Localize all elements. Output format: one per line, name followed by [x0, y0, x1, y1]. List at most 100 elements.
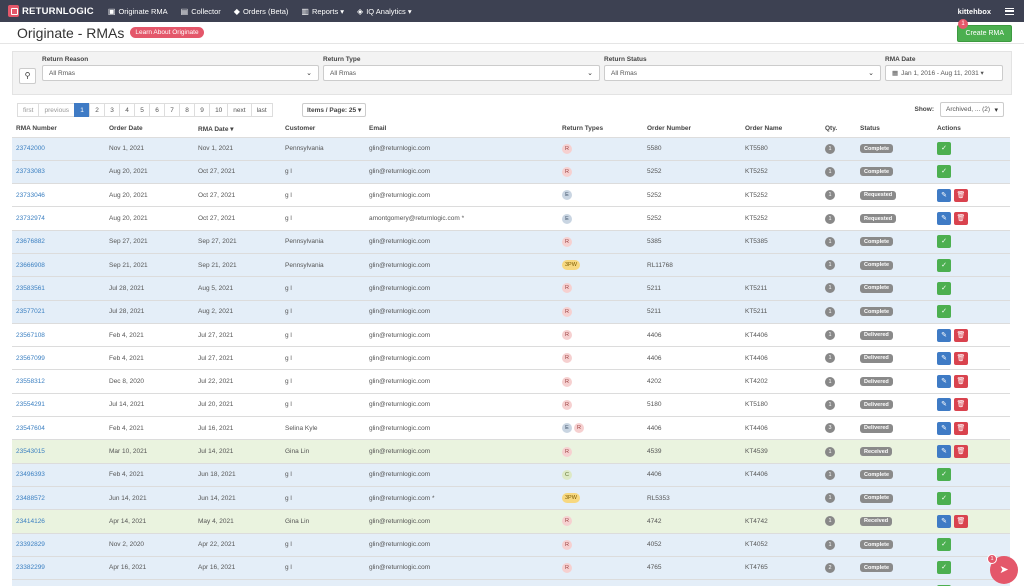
rma-number-link[interactable]: 23583561 [16, 284, 45, 292]
rma-number-link[interactable]: 23577021 [16, 308, 45, 316]
page-7[interactable]: 7 [164, 103, 181, 117]
edit-button[interactable]: ✎ [937, 421, 951, 435]
rma-number-link[interactable]: 23382299 [16, 564, 45, 572]
table-row[interactable]: 23558312 Dec 8, 2020 Jul 22, 2021 g l glin@r… [12, 369, 1010, 394]
complete-button[interactable]: ✓ [937, 142, 951, 156]
complete-button[interactable]: ✓ [937, 561, 951, 575]
table-row[interactable]: 23733046 Aug 20, 2021 Oct 27, 2021 g l glin@… [12, 183, 1010, 208]
delete-button[interactable]: 🗑 [954, 188, 968, 202]
rma-number-link[interactable]: 23733046 [16, 191, 45, 199]
rma-number-link[interactable]: 23558312 [16, 378, 45, 386]
return-status-select[interactable]: All Rmas ⌄ [604, 65, 881, 81]
table-row[interactable]: 23733083 Aug 20, 2021 Oct 27, 2021 g l glin@… [12, 160, 1010, 185]
column-header[interactable]: RMA Date ▾ [194, 121, 281, 138]
table-row[interactable]: 23676882 Sep 27, 2021 Sep 27, 2021 Pennsylv… [12, 230, 1010, 254]
nav-item-collector[interactable]: ▤ Collector [181, 7, 221, 16]
delete-button[interactable]: 🗑 [954, 445, 968, 458]
delete-button[interactable]: 🗑 [954, 328, 968, 342]
nav-item-iq-analytics[interactable]: ◈ IQ Analytics ▾ [357, 7, 412, 16]
page-6[interactable]: 6 [149, 103, 166, 117]
table-row[interactable]: 23732974 Aug 20, 2021 Oct 27, 2021 g l amont… [12, 206, 1010, 231]
rma-number-link[interactable]: 23666908 [16, 261, 45, 269]
rma-number-link[interactable]: 23554291 [16, 401, 45, 409]
complete-button[interactable]: ✓ [937, 305, 951, 319]
complete-button[interactable]: ✓ [937, 281, 951, 295]
items-per-page-select[interactable]: Items / Page: 25 ▾ [302, 103, 367, 117]
page-4[interactable]: 4 [119, 103, 136, 117]
complete-button[interactable]: ✓ [937, 258, 951, 272]
complete-button[interactable]: ✓ [937, 538, 951, 552]
edit-button[interactable]: ✎ [937, 445, 951, 458]
complete-button[interactable]: ✓ [937, 165, 951, 179]
brand-logo[interactable]: RETURNLOGIC [8, 5, 94, 17]
rma-number-link[interactable]: 23414126 [16, 517, 45, 525]
edit-button[interactable]: ✎ [937, 514, 951, 528]
table-row[interactable]: 23567108 Feb 4, 2021 Jul 27, 2021 g l glin@r… [12, 323, 1010, 348]
return-type-select[interactable]: All Rmas ⌄ [323, 65, 600, 81]
table-row[interactable]: 23414126 Apr 14, 2021 May 4, 2021 Gina Lin g… [12, 509, 1010, 534]
hamburger-menu-icon[interactable] [1005, 7, 1014, 15]
page-last[interactable]: last [250, 103, 273, 117]
rma-number-link[interactable]: 23567108 [16, 331, 45, 339]
rma-number-link[interactable]: 23496393 [16, 471, 45, 479]
learn-about-originate-button[interactable]: Learn About Originate [130, 27, 204, 38]
table-row[interactable]: 23392829 Nov 2, 2020 Apr 22, 2021 g l glin@r… [12, 533, 1010, 557]
table-row[interactable]: 23577021 Jul 28, 2021 Aug 2, 2021 g l glin@r… [12, 300, 1010, 324]
page-2[interactable]: 2 [89, 103, 106, 117]
edit-button[interactable]: ✎ [937, 328, 951, 342]
delete-button[interactable]: 🗑 [954, 398, 968, 412]
page-9[interactable]: 9 [194, 103, 211, 117]
rma-number-link[interactable]: 23742000 [16, 145, 45, 153]
delete-button[interactable]: 🗑 [954, 421, 968, 435]
search-icon[interactable]: ⚲ [19, 68, 36, 84]
edit-button[interactable]: ✎ [937, 351, 951, 365]
complete-button[interactable]: ✓ [937, 584, 951, 586]
show-select[interactable]: Archived, ... (2) ▾ [940, 102, 1004, 117]
rma-number-link[interactable]: 23547604 [16, 424, 45, 432]
edit-button[interactable]: ✎ [937, 188, 951, 202]
complete-button[interactable]: ✓ [937, 468, 951, 482]
rma-number-link[interactable]: 23488572 [16, 494, 45, 502]
user-menu[interactable]: kittehbox [957, 6, 991, 16]
rma-number-link[interactable]: 23676882 [16, 238, 45, 246]
page-first[interactable]: first [17, 103, 40, 117]
table-row[interactable]: 23583561 Jul 28, 2021 Aug 5, 2021 g l glin@r… [12, 276, 1010, 301]
page-next[interactable]: next [227, 103, 252, 117]
complete-button[interactable]: ✓ [937, 235, 951, 249]
delete-button[interactable]: 🗑 [954, 514, 968, 528]
return-reason-select[interactable]: All Rmas ⌄ [42, 65, 319, 81]
rma-number-link[interactable]: 23733083 [16, 168, 45, 176]
delete-button[interactable]: 🗑 [954, 375, 968, 389]
rma-number-link[interactable]: 23567099 [16, 354, 45, 362]
complete-button[interactable]: ✓ [937, 491, 951, 505]
edit-button[interactable]: ✎ [937, 212, 951, 226]
table-row[interactable]: 23554291 Jul 14, 2021 Jul 20, 2021 g l glin@… [12, 393, 1010, 418]
page-10[interactable]: 10 [209, 103, 229, 117]
table-row[interactable]: 23666908 Sep 21, 2021 Sep 21, 2021 Pennsylv… [12, 253, 1010, 278]
page-1[interactable]: 1 [74, 103, 91, 117]
table-row[interactable]: 23567099 Feb 4, 2021 Jul 27, 2021 g l glin@r… [12, 346, 1010, 371]
table-row[interactable]: 23496393 Feb 4, 2021 Jun 18, 2021 g l glin@r… [12, 463, 1010, 487]
rma-number-link[interactable]: 23392829 [16, 541, 45, 549]
rma-date-picker[interactable]: ▦ Jan 1, 2016 - Aug 11, 2031 ▾ [885, 65, 1003, 81]
table-row[interactable]: 23742000 Nov 1, 2021 Nov 1, 2021 Pennsylvan… [12, 137, 1010, 161]
page-8[interactable]: 8 [179, 103, 196, 117]
nav-item-orders-beta[interactable]: ◆ Orders (Beta) [234, 7, 289, 16]
page-previous[interactable]: previous [38, 103, 76, 117]
table-row[interactable]: 23547604 Feb 4, 2021 Jul 16, 2021 Selina Ky… [12, 416, 1010, 441]
table-row[interactable]: 23382299 Apr 16, 2021 Apr 16, 2021 g l glin@… [12, 556, 1010, 581]
rma-number-link[interactable]: 23543015 [16, 448, 45, 455]
table-row[interactable]: 23543015 Mar 10, 2021 Jul 14, 2021 Gina Lin… [12, 439, 1010, 464]
rma-number-link[interactable]: 23732974 [16, 215, 45, 223]
edit-button[interactable]: ✎ [937, 398, 951, 412]
nav-item-reports[interactable]: ▥ Reports ▾ [301, 7, 344, 16]
page-5[interactable]: 5 [134, 103, 151, 117]
edit-button[interactable]: ✎ [937, 375, 951, 389]
delete-button[interactable]: 🗑 [954, 212, 968, 226]
create-rma-button[interactable]: Create RMA [957, 25, 1012, 42]
nav-item-originate-rma[interactable]: ▣ Originate RMA [108, 7, 168, 16]
delete-button[interactable]: 🗑 [954, 351, 968, 365]
table-row[interactable]: 23488572 Jun 14, 2021 Jun 14, 2021 g l glin@… [12, 486, 1010, 511]
page-3[interactable]: 3 [104, 103, 121, 117]
